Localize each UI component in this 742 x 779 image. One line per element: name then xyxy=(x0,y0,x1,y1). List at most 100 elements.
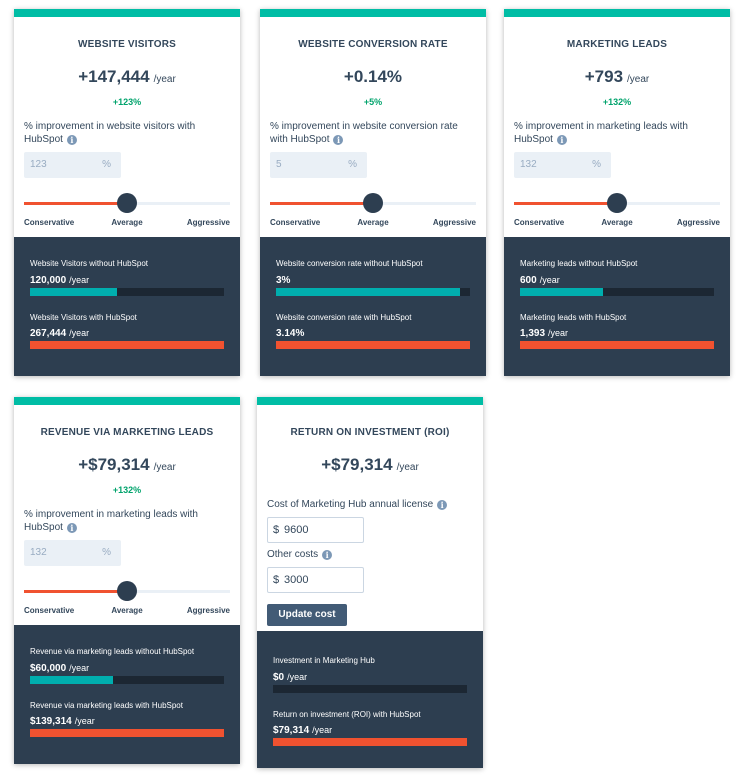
percent-suffix: % xyxy=(102,159,111,170)
without-label: Marketing leads without HubSpot xyxy=(520,259,638,268)
investment-value-number: $0 xyxy=(273,672,285,683)
without-value: 600/year xyxy=(520,275,560,286)
slider-thumb[interactable] xyxy=(117,581,137,601)
with-value: 1,393/year xyxy=(520,328,568,339)
results-panel: Investment in Marketing Hub $0/year Retu… xyxy=(257,631,483,768)
main-unit: /year xyxy=(153,462,176,473)
main-value-row: +147,444/year xyxy=(14,67,240,87)
investment-label: Investment in Marketing Hub xyxy=(273,656,375,665)
with-value: 3.14% xyxy=(276,328,304,339)
slider-thumb[interactable] xyxy=(363,193,383,213)
card-website-conversion-rate: WEBSITE CONVERSION RATE +0.14% +5% % imp… xyxy=(260,9,486,376)
improvement-label-text: % improvement in website visitors with H… xyxy=(24,121,196,145)
investment-value: $0/year xyxy=(273,672,307,683)
currency-symbol: $ xyxy=(273,574,280,586)
percent-suffix: % xyxy=(348,159,357,170)
main-unit: /year xyxy=(627,74,650,85)
with-bar-fill xyxy=(30,729,224,737)
return-unit: /year xyxy=(312,725,333,735)
improvement-label-text: % improvement in marketing leads with Hu… xyxy=(24,509,198,533)
card-marketing-leads: MARKETING LEADS +793/year +132% % improv… xyxy=(504,9,730,376)
without-value-number: 3% xyxy=(276,275,291,286)
return-bar xyxy=(273,738,467,746)
without-value: 3% xyxy=(276,275,290,286)
improvement-slider[interactable] xyxy=(514,193,720,213)
improvement-label: % improvement in marketing leads with Hu… xyxy=(514,120,718,146)
without-label: Website conversion rate without HubSpot xyxy=(276,259,423,268)
with-bar-fill xyxy=(30,341,224,349)
info-icon[interactable]: i xyxy=(322,550,333,560)
license-cost-label: Cost of Marketing Hub annual license i xyxy=(267,499,448,510)
info-icon[interactable]: i xyxy=(556,135,567,145)
improvement-input[interactable]: 132% xyxy=(514,152,611,178)
improvement-input-value: 132 xyxy=(30,547,47,558)
results-panel: Website conversion rate without HubSpot … xyxy=(260,237,486,376)
investment-bar xyxy=(273,685,467,693)
info-icon[interactable]: i xyxy=(66,135,77,145)
results-panel: Website Visitors without HubSpot 120,000… xyxy=(14,237,240,376)
license-cost-value: 9600 xyxy=(284,524,309,536)
slider-thumb[interactable] xyxy=(117,193,137,213)
update-cost-button[interactable]: Update cost xyxy=(267,604,347,626)
without-label: Website Visitors without HubSpot xyxy=(30,259,148,268)
card-title: REVENUE VIA MARKETING LEADS xyxy=(40,427,214,438)
with-value-number: 3.14% xyxy=(276,328,305,339)
slider-label-aggressive: Aggressive xyxy=(432,218,476,227)
improvement-slider[interactable] xyxy=(24,193,230,213)
without-bar xyxy=(520,288,714,296)
return-label: Return on investment (ROI) with HubSpot xyxy=(273,710,421,719)
slider-label-average: Average xyxy=(111,218,143,227)
slider-fill xyxy=(514,202,617,205)
slider-label-average: Average xyxy=(601,218,633,227)
info-icon[interactable]: i xyxy=(437,500,448,510)
delta-percent: +132% xyxy=(602,97,632,107)
info-icon[interactable]: i xyxy=(333,135,344,145)
slider-label-conservative: Conservative xyxy=(514,218,565,227)
with-unit: /year xyxy=(74,716,95,726)
main-value: +0.14% xyxy=(343,67,403,86)
improvement-label: % improvement in website conversion rate… xyxy=(270,120,474,146)
slider-fill xyxy=(270,202,373,205)
return-value-number: $79,314 xyxy=(273,725,310,736)
improvement-slider[interactable] xyxy=(270,193,476,213)
without-value-number: $60,000 xyxy=(30,663,67,674)
with-label: Revenue via marketing leads with HubSpot xyxy=(30,701,183,710)
slider-label-conservative: Conservative xyxy=(270,218,321,227)
improvement-input[interactable]: 123% xyxy=(24,152,121,178)
main-unit: /year xyxy=(153,74,176,85)
other-costs-label: Other costs i xyxy=(267,549,333,560)
info-icon[interactable]: i xyxy=(66,523,77,533)
improvement-input[interactable]: 5% xyxy=(270,152,367,178)
main-value-row: +0.14% xyxy=(260,67,486,87)
without-bar xyxy=(30,676,224,684)
with-bar xyxy=(276,341,470,349)
improvement-input[interactable]: 132% xyxy=(24,540,121,566)
slider-fill xyxy=(24,590,127,593)
main-value-row: +793/year xyxy=(504,67,730,87)
card-roi: RETURN ON INVESTMENT (ROI) +$79,314/year… xyxy=(257,397,483,768)
with-bar xyxy=(30,341,224,349)
main-value: +$79,314 xyxy=(78,455,150,474)
main-value: +147,444 xyxy=(78,67,150,86)
return-bar-fill xyxy=(273,738,467,746)
slider-thumb[interactable] xyxy=(607,193,627,213)
slider-label-aggressive: Aggressive xyxy=(186,218,230,227)
with-bar-fill xyxy=(520,341,714,349)
other-costs-label-text: Other costs xyxy=(267,549,319,560)
other-costs-input[interactable]: $3000 xyxy=(267,567,364,593)
without-bar xyxy=(30,288,224,296)
slider-label-aggressive: Aggressive xyxy=(186,606,230,615)
without-bar-fill xyxy=(276,288,461,296)
with-bar xyxy=(520,341,714,349)
main-value-row: +$79,314/year xyxy=(14,455,240,475)
improvement-slider[interactable] xyxy=(24,581,230,601)
card-title: WEBSITE VISITORS xyxy=(77,39,177,50)
slider-label-conservative: Conservative xyxy=(24,218,75,227)
without-value: 120,000/year xyxy=(30,275,89,286)
with-label: Marketing leads with HubSpot xyxy=(520,313,627,322)
license-cost-input[interactable]: $9600 xyxy=(267,517,364,543)
without-label: Revenue via marketing leads without HubS… xyxy=(30,647,195,656)
without-value: $60,000/year xyxy=(30,663,89,674)
card-title: RETURN ON INVESTMENT (ROI) xyxy=(290,427,450,438)
results-panel: Revenue via marketing leads without HubS… xyxy=(14,625,240,764)
